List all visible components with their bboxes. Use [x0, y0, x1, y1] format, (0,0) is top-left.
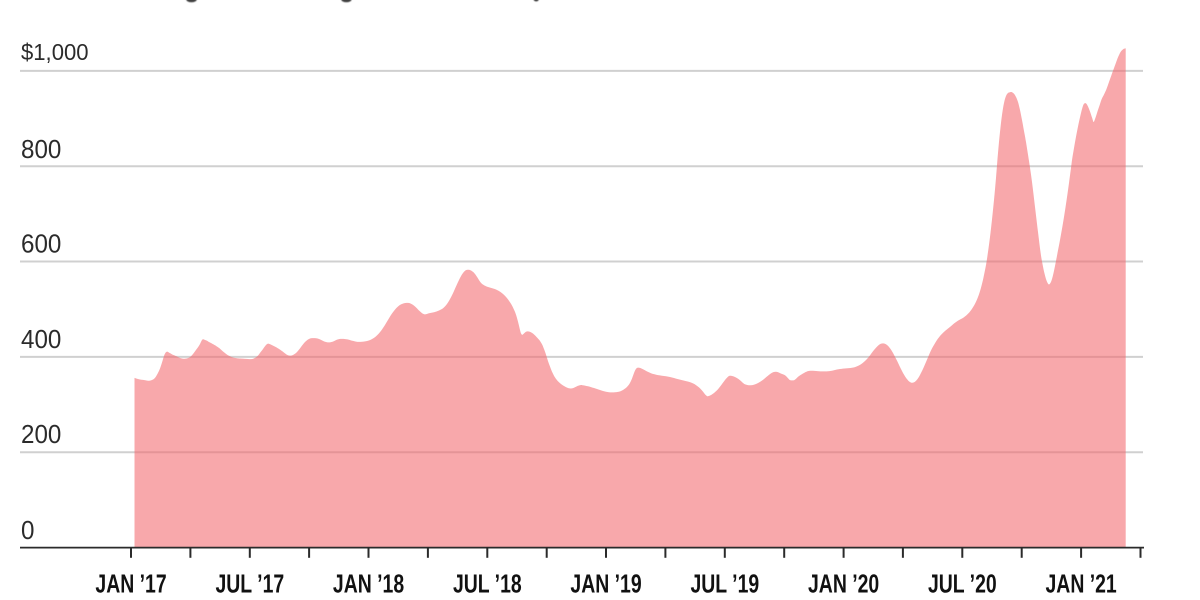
svg-text:400: 400 — [21, 325, 61, 354]
svg-text:JAN ’17: JAN ’17 — [95, 569, 166, 598]
svg-text:800: 800 — [21, 135, 61, 164]
svg-text:600: 600 — [21, 230, 61, 259]
svg-text:JAN ’20: JAN ’20 — [808, 569, 879, 598]
svg-text:JUL ’19: JUL ’19 — [690, 569, 759, 598]
svg-text:0: 0 — [21, 516, 34, 545]
svg-text:$1,000: $1,000 — [21, 39, 89, 66]
svg-text:JUL ’20: JUL ’20 — [928, 569, 997, 598]
svg-text:JUL ’17: JUL ’17 — [215, 569, 284, 598]
svg-text:JUL ’18: JUL ’18 — [453, 569, 522, 598]
svg-text:JAN ’21: JAN ’21 — [1045, 569, 1117, 598]
svg-text:JAN ’18: JAN ’18 — [333, 569, 404, 598]
svg-text:200: 200 — [21, 420, 61, 449]
svg-text:JAN ’19: JAN ’19 — [570, 569, 641, 598]
